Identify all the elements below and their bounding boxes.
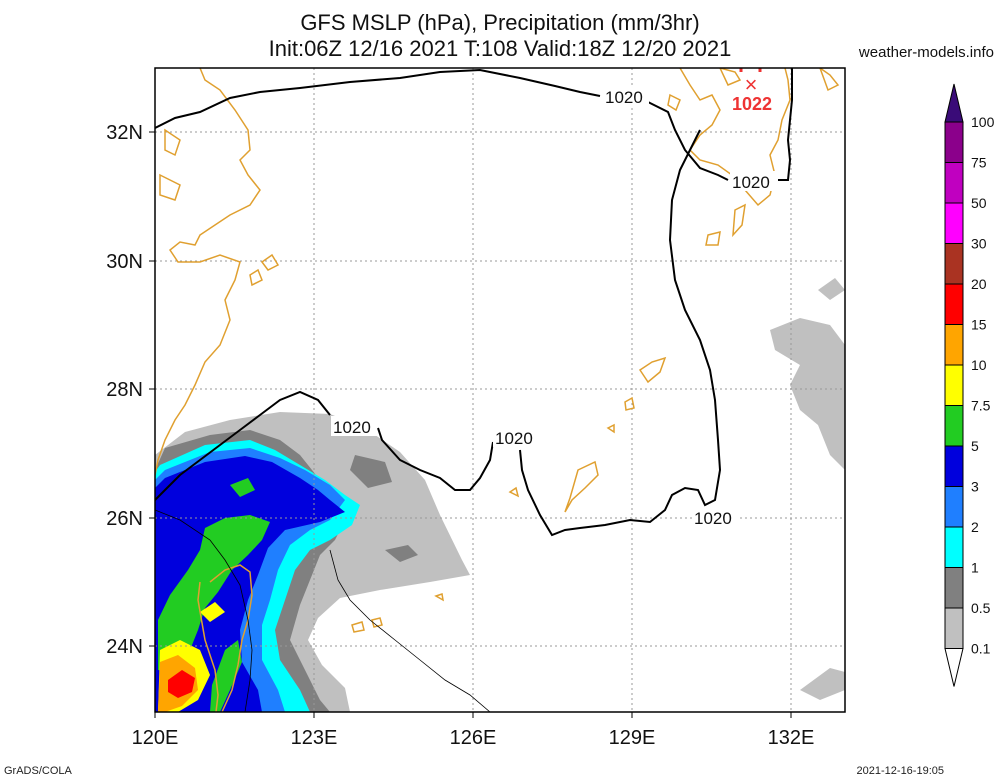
precip-colorbar: 100 75 50 30 20 15 10 7.5 5 3 2 1 0.5 0.1 [944,83,995,687]
lon-label: 126E [450,727,497,749]
colorbar-segment [944,324,964,366]
isobar-label: 1020 [605,88,643,107]
colorbar-label: 100 [971,114,995,130]
lon-label: 123E [291,727,338,749]
colorbar-segment [944,607,964,649]
colorbar-label: 20 [971,276,987,292]
colorbar-segment [944,445,964,487]
colorbar-segment [944,243,964,285]
colorbar-segment [944,202,964,244]
footer-timestamp: 2021-12-16-19:05 [856,765,944,777]
colorbar-segment [944,364,964,406]
colorbar-label: 15 [971,317,987,333]
footer-credit: GrADS/COLA [4,765,72,777]
precip-0.1 [800,668,845,700]
isobar-label: 1020 [333,418,371,437]
colorbar-segment [944,567,964,609]
isobar-label: 1020 [694,509,732,528]
colorbar-segment [944,283,964,325]
map-frame [154,67,846,713]
isobars [155,68,793,537]
precip-5 [230,478,255,497]
precip-7.5 [200,602,225,622]
precip-3 [155,456,345,712]
colorbar-segment [944,526,964,568]
high-pressure-center: × 1022 [732,68,772,114]
colorbar-label: 1 [971,560,979,576]
precip-0.5 [385,545,418,562]
precip-0.5 [350,455,392,488]
site-label: weather-models.info [858,44,994,61]
lat-label: 32N [106,122,143,144]
lat-label: 24N [106,636,143,658]
colorbar-label: 5 [971,438,979,454]
colorbar-segment [944,121,964,163]
colorbar-segment [944,405,964,447]
colorbar-label: 2 [971,519,979,535]
lat-label: 28N [106,379,143,401]
colorbar-label: 50 [971,195,987,211]
precip-0.1 [770,318,845,470]
colorbar-label: 75 [971,155,987,171]
colorbar-label: 7.5 [971,398,991,414]
colorbar-segment [944,162,964,204]
precip-5 [158,515,270,672]
colorbar-label: 10 [971,357,987,373]
colorbar-segment [944,486,964,528]
isobar-label: 1020 [495,429,533,448]
colorbar-top-arrow [944,83,964,123]
precip-20 [168,670,195,698]
lon-label: 129E [609,727,656,749]
lat-label: 30N [106,251,143,273]
map-subtitle: Init:06Z 12/16 2021 T:108 Valid:18Z 12/2… [268,36,732,61]
colorbar-label: 0.5 [971,600,991,616]
map-title: GFS MSLP (hPa), Precipitation (mm/3hr) [300,10,700,35]
map-area: 1020 1020 1020 1020 1020 × 1022 [155,68,845,712]
lon-label: 120E [132,727,179,749]
axis-ticks [149,131,792,718]
colorbar-label: 30 [971,236,987,252]
lat-label: 26N [106,508,143,530]
isobar-label-bg [331,86,778,527]
high-marker-icon: × [745,72,758,97]
colorbar-label: 0.1 [971,641,991,657]
high-value: 1022 [732,94,772,114]
coastlines [155,68,840,712]
precip-0.1 [818,278,845,300]
colorbar-label: 3 [971,479,979,495]
boundaries [155,509,491,712]
colorbar-bottom-arrow [944,648,964,687]
lon-label: 132E [768,727,815,749]
isobar-label: 1020 [732,173,770,192]
